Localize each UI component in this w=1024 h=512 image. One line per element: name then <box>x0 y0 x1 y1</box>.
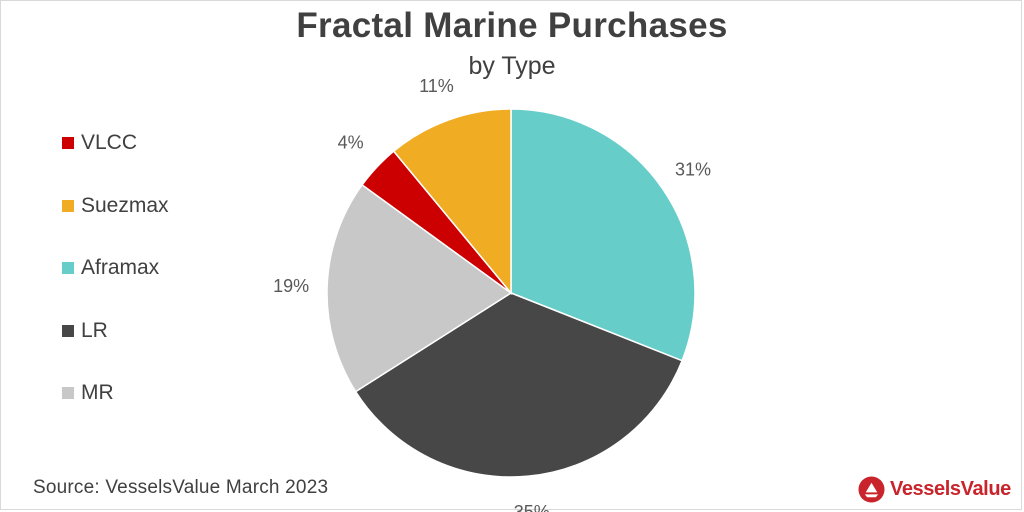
legend-item-vlcc: VLCC <box>62 130 137 156</box>
pie-slice-lr <box>354 292 684 478</box>
legend-swatch <box>62 137 74 149</box>
legend-swatch <box>62 199 74 212</box>
legend-item-lr: LR <box>62 318 108 344</box>
pie-data-label-lr: 35% <box>514 502 550 512</box>
chart-subtitle: by Type <box>468 52 556 80</box>
pie-data-label-aframax: 31% <box>675 159 711 179</box>
pie-slice-aframax <box>510 108 696 362</box>
legend-label: MR <box>81 381 114 404</box>
vesselsvalue-logo-icon <box>858 476 885 503</box>
legend-item-suezmax: Suezmax <box>62 193 169 219</box>
chart-title: Fractal Marine Purchases <box>296 6 728 45</box>
legend-item-aframax: Aframax <box>62 255 159 281</box>
pie-slice-mr <box>326 183 513 393</box>
legend-swatch <box>62 387 74 399</box>
pie-data-label-suezmax: 11% <box>419 76 454 96</box>
legend-label: LR <box>81 318 108 342</box>
legend-label: Aframax <box>81 256 160 279</box>
pie-data-label-mr: 19% <box>273 276 309 296</box>
source-note: Source: VesselsValue March 2023 <box>33 477 329 498</box>
legend-swatch <box>62 324 74 337</box>
logo-text: VesselsValue <box>890 478 1011 500</box>
legend-label: VLCC <box>81 131 138 154</box>
pie-data-label-vlcc: 4% <box>338 132 364 152</box>
legend-item-mr: MR <box>62 380 114 406</box>
legend-label: Suezmax <box>81 193 169 217</box>
legend-swatch <box>62 262 74 274</box>
vesselsvalue-logo: VesselsValue <box>858 476 1011 503</box>
pie-slice-suezmax <box>392 108 512 296</box>
